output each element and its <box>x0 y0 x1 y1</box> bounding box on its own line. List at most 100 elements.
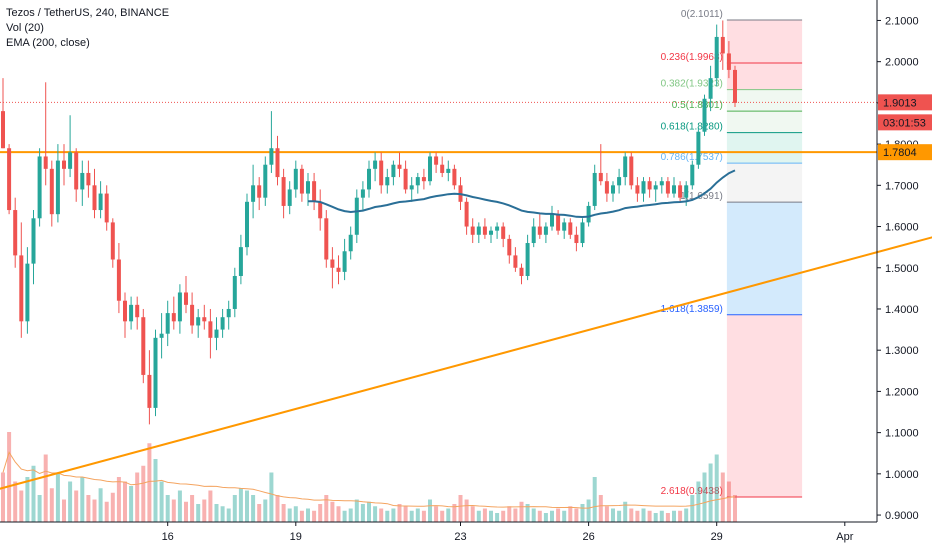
current-price-badge <box>878 94 932 111</box>
candle-body <box>238 247 243 276</box>
price-tick-label: 1.1000 <box>885 428 919 440</box>
candle-body <box>208 321 213 338</box>
volume-bar <box>177 490 182 522</box>
volume-bar <box>604 506 609 522</box>
candle-body <box>495 226 500 231</box>
volume-bar <box>421 510 426 522</box>
volume-bar <box>367 501 371 522</box>
volume-bar <box>501 510 506 522</box>
candle-body <box>293 168 298 190</box>
candle-body <box>531 226 536 244</box>
candle-body <box>165 313 170 334</box>
volume-bar <box>324 495 329 522</box>
volume-bar <box>580 504 585 522</box>
candle-body <box>123 300 127 322</box>
candle-body <box>379 160 384 186</box>
volume-bar <box>13 481 18 522</box>
volume-bar <box>360 504 365 522</box>
candle-body <box>604 181 609 194</box>
level-value: 1.7804 <box>883 147 917 159</box>
candle-body <box>415 177 420 186</box>
candle-body <box>251 185 256 202</box>
fib-zone <box>726 62 803 90</box>
candle-body <box>550 214 554 227</box>
candle-body <box>617 177 622 186</box>
volume-bar <box>623 501 628 522</box>
candle-body <box>556 214 561 231</box>
volume-bar <box>489 510 493 522</box>
volume-bar <box>275 495 280 522</box>
candle-body <box>586 205 591 223</box>
price-tick-label: 1.4000 <box>885 304 919 316</box>
level-badge <box>878 144 932 161</box>
candle-body <box>733 69 737 103</box>
candle-body <box>440 164 445 173</box>
volume-bar <box>720 472 725 522</box>
candle-body <box>385 177 390 186</box>
candle-body <box>110 222 115 260</box>
price-tick-label: 1.7000 <box>885 180 919 192</box>
candle-body <box>513 255 518 268</box>
candle-body <box>86 172 91 186</box>
volume-bar <box>684 508 689 522</box>
volume-bar <box>434 506 439 522</box>
volume-bar <box>415 508 420 522</box>
volume-bar <box>574 508 579 522</box>
volume-ma-line <box>2 451 736 509</box>
candle-body <box>543 226 548 235</box>
price-tick-label: 1.3000 <box>885 345 919 357</box>
candle-body <box>68 152 73 169</box>
volume-bar <box>31 465 36 522</box>
volume-bar <box>98 488 103 522</box>
candle-body <box>446 168 451 173</box>
volume-bar <box>1 472 5 522</box>
candle-body <box>49 168 54 215</box>
candle-body <box>37 156 42 219</box>
volume-bar <box>348 508 353 522</box>
volume-bar <box>171 499 176 522</box>
volume-bar <box>403 506 408 522</box>
candle-body <box>318 201 323 219</box>
volume-bar <box>263 499 268 522</box>
legend-ema: EMA (200, close) <box>6 37 90 49</box>
candle-body <box>98 193 103 211</box>
volume-bar <box>586 499 591 522</box>
volume-bar <box>385 510 390 522</box>
price-tick-label: 2.0000 <box>885 57 919 69</box>
volume-bar <box>159 481 164 522</box>
ascending-trendline <box>0 236 932 490</box>
candle-body <box>678 185 683 198</box>
volume-bar <box>495 513 500 522</box>
volume-bar <box>519 501 524 522</box>
volume-bar <box>196 504 201 522</box>
volume-bar <box>537 510 542 522</box>
candle-body <box>232 275 237 309</box>
volume-bar <box>678 510 683 522</box>
candle-body <box>665 181 670 194</box>
fib-level-label: 0.382(1.9323) <box>661 79 723 90</box>
countdown-value: 03:01:53 <box>883 117 926 129</box>
candle-body <box>159 333 164 338</box>
candle-body <box>476 226 481 235</box>
volume-bar <box>62 499 66 522</box>
volume-bar <box>116 477 121 522</box>
candle-body <box>348 234 353 252</box>
candle-body <box>647 181 652 190</box>
fib-zone <box>726 111 803 133</box>
volume-bar <box>440 510 445 522</box>
candle-body <box>403 168 408 190</box>
candle-body <box>92 185 97 211</box>
volume-bar <box>226 508 231 522</box>
candle-body <box>367 168 371 190</box>
candle-body <box>257 185 262 198</box>
candle-body <box>598 172 603 182</box>
candle-body <box>592 172 597 206</box>
volume-bar <box>507 506 512 522</box>
volume-bar <box>452 504 457 522</box>
candle-body <box>684 185 689 198</box>
candle-body <box>275 148 280 178</box>
volume-bar <box>482 508 487 522</box>
volume-bar <box>7 432 12 522</box>
candle-body <box>19 255 24 322</box>
